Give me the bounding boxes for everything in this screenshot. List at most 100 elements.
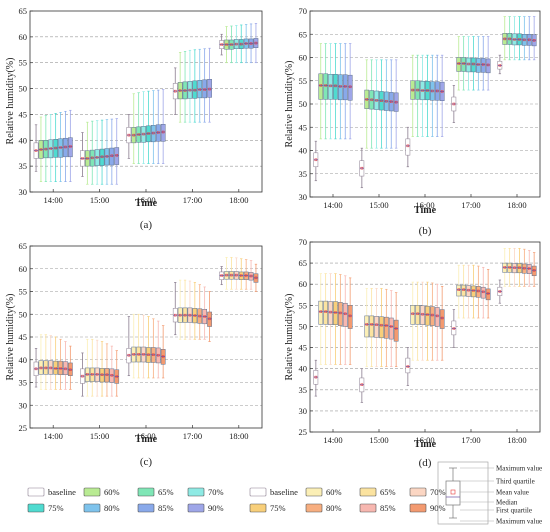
- mean-marker: [152, 131, 155, 135]
- mean-marker: [254, 41, 258, 45]
- box-65pct-1600: [415, 281, 420, 361]
- box-60pct-1700: [177, 279, 183, 340]
- mean-marker: [178, 313, 182, 317]
- box-80pct-1400: [58, 112, 63, 183]
- box-70pct-1800: [512, 16, 517, 61]
- mean-marker: [230, 273, 233, 277]
- box-70pct-1700: [187, 280, 193, 340]
- mean-marker: [127, 133, 131, 137]
- box-baseline-1400: [33, 124, 39, 172]
- mean-marker: [380, 323, 383, 327]
- box-85pct-1400: [342, 275, 348, 365]
- box-65pct-1700: [182, 279, 188, 340]
- y-tick-label: 65: [19, 241, 28, 251]
- mean-marker: [498, 290, 502, 293]
- box-85pct-1600: [434, 283, 440, 361]
- mean-marker: [440, 316, 444, 320]
- mean-marker: [385, 99, 388, 103]
- x-tick-label: 14:00: [44, 431, 63, 441]
- box-baseline-1600: [405, 347, 411, 386]
- box-60pct-1700: [177, 52, 183, 123]
- mean-marker: [486, 292, 490, 295]
- box-60pct-1500: [364, 59, 370, 149]
- mean-marker: [100, 373, 104, 377]
- panel-label: (b): [419, 225, 432, 237]
- box-60pct-1700: [456, 36, 462, 91]
- y-tick-label: 60: [19, 32, 28, 42]
- x-axis-label: Time: [135, 434, 158, 445]
- key-mean: [450, 489, 456, 495]
- box-baseline-1500: [80, 352, 85, 397]
- box-85pct-1800: [526, 250, 532, 287]
- y-tick-label: 40: [299, 146, 308, 156]
- box-80pct-1500: [104, 343, 110, 397]
- mean-marker: [528, 38, 531, 42]
- legend-swatch: [83, 503, 101, 513]
- mean-marker: [380, 99, 383, 102]
- mean-marker: [498, 64, 502, 67]
- legend-swatch: [409, 503, 427, 513]
- box-60pct-1400: [318, 43, 324, 140]
- mean-marker: [452, 327, 456, 330]
- box-iqr: [104, 368, 110, 383]
- box-iqr: [192, 80, 198, 99]
- box-70pct-1700: [466, 264, 471, 319]
- box-75pct-1700: [471, 36, 476, 91]
- box-75pct-1500: [99, 119, 105, 185]
- mean-marker: [406, 365, 410, 368]
- box-iqr: [531, 265, 537, 277]
- box-65pct-1800: [507, 16, 512, 61]
- mean-marker: [436, 314, 439, 318]
- box-iqr: [333, 301, 338, 326]
- key-label: Median: [496, 499, 518, 507]
- mean-marker: [436, 89, 439, 93]
- box-baseline-1700: [451, 309, 457, 348]
- box-baseline-1500: [359, 147, 365, 189]
- legend-swatch: [249, 487, 267, 497]
- box-80pct-1800: [522, 248, 527, 287]
- box-65pct-1700: [182, 50, 188, 123]
- y-tick-label: 35: [299, 385, 308, 395]
- x-tick-label: 15:00: [369, 200, 388, 210]
- legend-label: 85%: [158, 503, 174, 513]
- mean-marker: [105, 373, 109, 377]
- box-baseline-1800: [497, 279, 503, 304]
- mean-marker: [115, 154, 118, 157]
- mean-marker: [161, 355, 165, 358]
- box-65pct-1500: [369, 288, 374, 367]
- y-tick-label: 45: [299, 122, 308, 132]
- mean-marker: [44, 366, 48, 370]
- box-iqr: [109, 368, 115, 383]
- box-iqr: [451, 320, 457, 336]
- mean-marker: [462, 288, 465, 291]
- mean-marker: [348, 85, 352, 89]
- x-tick-label: 15:00: [90, 195, 109, 205]
- mean-marker: [467, 288, 470, 292]
- x-tick-label: 15:00: [90, 431, 109, 441]
- mean-marker: [44, 147, 48, 151]
- box-iqr: [369, 315, 374, 338]
- legend-label: 60%: [104, 487, 120, 497]
- y-tick-label: 35: [19, 161, 28, 171]
- y-tick-label: 55: [299, 300, 308, 310]
- y-tick-label: 60: [19, 264, 28, 274]
- legend-swatch: [83, 487, 101, 497]
- box-80pct-1700: [476, 265, 481, 319]
- box-85pct-1600: [434, 54, 440, 137]
- box-85pct-1800: [526, 16, 532, 61]
- mean-marker: [54, 146, 57, 150]
- box-75pct-1800: [517, 16, 522, 61]
- mean-marker: [385, 324, 388, 327]
- mean-marker: [198, 314, 201, 318]
- mean-marker: [59, 367, 62, 370]
- x-tick-label: 17:00: [183, 431, 202, 441]
- box-iqr: [99, 148, 105, 166]
- box-iqr: [197, 80, 203, 99]
- mean-marker: [457, 62, 460, 65]
- legend-label: 60%: [326, 487, 342, 497]
- mean-marker: [426, 89, 429, 92]
- mean-marker: [344, 312, 347, 316]
- mean-marker: [132, 353, 135, 356]
- y-tick-label: 25: [19, 423, 28, 433]
- panel-label: (d): [419, 457, 432, 469]
